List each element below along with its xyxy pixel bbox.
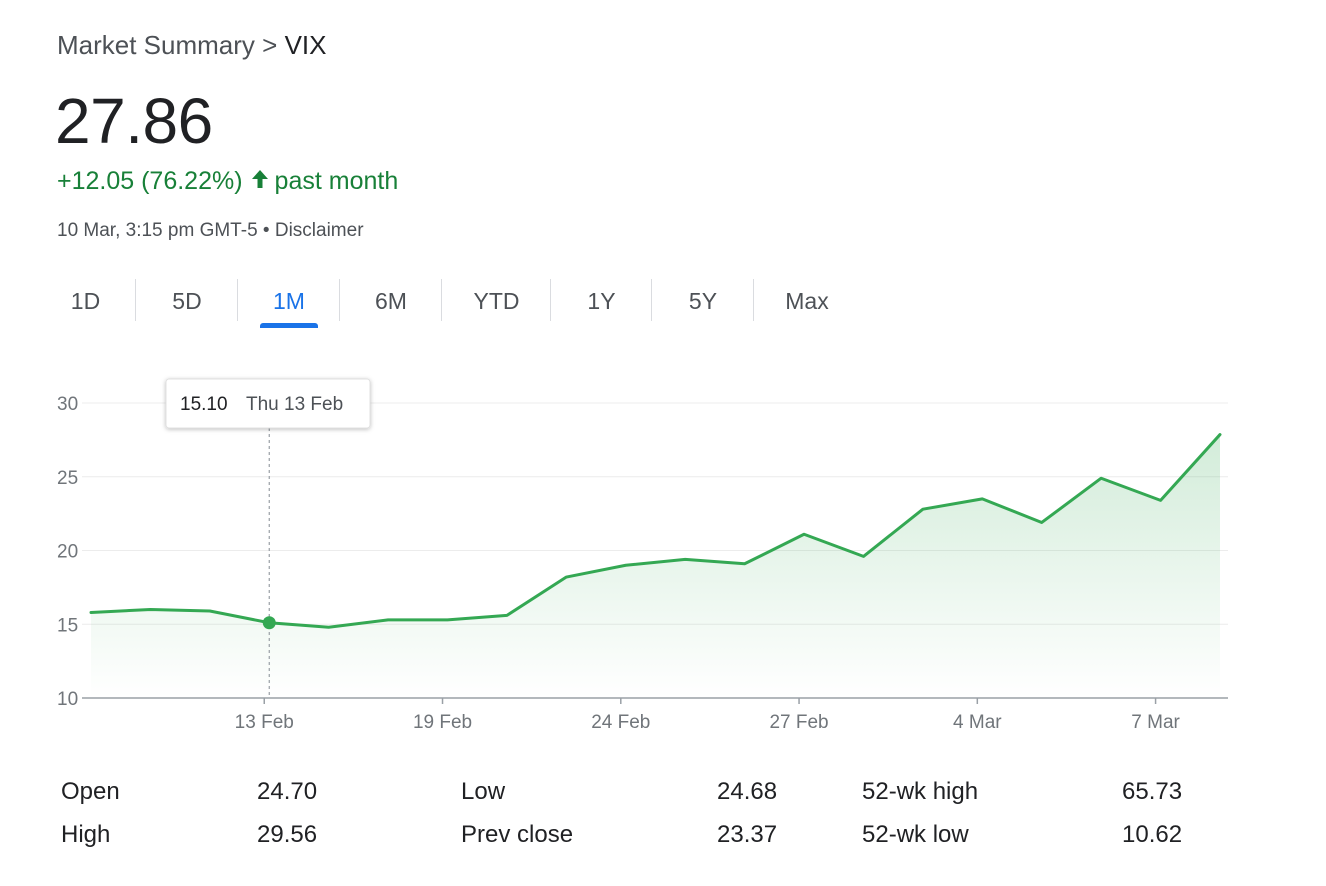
y-tick-label: 25	[57, 468, 78, 489]
stat-label-prev-close: Prev close	[461, 821, 574, 848]
area-fill	[91, 434, 1220, 698]
tab-1y[interactable]: 1Y	[551, 279, 652, 323]
stat-label-low: Low	[461, 778, 506, 805]
tooltip-value: 15.10	[180, 394, 228, 415]
breadcrumb-current: VIX	[284, 30, 327, 60]
chart-x-axis: 13 Feb 19 Feb 24 Feb 27 Feb 4 Mar 7 Mar	[82, 697, 1228, 733]
y-tick-label: 15	[57, 615, 78, 636]
stat-label-high: High	[61, 821, 111, 848]
breadcrumb-separator: >	[262, 30, 278, 60]
stat-value-52wk-low: 10.62	[1122, 821, 1183, 848]
x-tick-label: 24 Feb	[591, 712, 650, 733]
x-tick-label: 4 Mar	[953, 712, 1002, 733]
chart-area-fill	[91, 434, 1220, 698]
tab-1d[interactable]: 1D	[35, 279, 136, 323]
x-tick-label: 7 Mar	[1131, 712, 1180, 733]
stat-label-52wk-low: 52-wk low	[862, 821, 969, 848]
tab-5d[interactable]: 5D	[136, 279, 238, 323]
price-meta: 10 Mar, 3:15 pm GMT-5 • Disclaimer	[57, 220, 364, 242]
stats-row: High 29.56 Prev close 23.37 52-wk low 10…	[61, 821, 1191, 864]
tooltip-date: Thu 13 Feb	[246, 394, 343, 415]
tab-6m[interactable]: 6M	[340, 279, 442, 323]
tooltip-box	[165, 378, 371, 429]
y-tick-label: 10	[57, 689, 78, 710]
meta-separator: •	[262, 220, 270, 241]
timestamp: 10 Mar, 3:15 pm GMT-5	[57, 220, 258, 241]
highlight-point	[262, 616, 276, 630]
change-value: +12.05 (76.22%)	[57, 167, 243, 195]
arrow-up-icon	[251, 167, 269, 196]
stat-value-52wk-high: 65.73	[1122, 778, 1183, 805]
x-tick-label: 19 Feb	[413, 712, 472, 733]
tab-ytd[interactable]: YTD	[442, 279, 551, 323]
series-line	[89, 433, 1222, 629]
active-tab-indicator	[260, 323, 318, 328]
stat-label-52wk-high: 52-wk high	[862, 778, 979, 805]
tab-1m[interactable]: 1M	[238, 279, 340, 328]
change-period: past month	[274, 167, 399, 195]
stat-label-open: Open	[61, 778, 120, 805]
range-tabs: 1D 5D 1M 6M YTD 1Y 5Y Max	[35, 279, 860, 329]
tab-max[interactable]: Max	[785, 287, 829, 314]
stat-value-low: 24.68	[717, 778, 778, 805]
stats-row: Open 24.70 Low 24.68 52-wk high 65.73	[61, 778, 1191, 821]
stat-value-open: 24.70	[257, 778, 318, 805]
chart-series-line	[89, 433, 1222, 630]
disclaimer-link[interactable]: Disclaimer	[274, 220, 364, 241]
tab-5y[interactable]: 5Y	[652, 279, 754, 323]
price-chart[interactable]: 30 25 20 15 10 13 Feb 19 Feb 24 Feb 27 Feb 4 Mar…	[0, 350, 1326, 750]
y-tick-label: 20	[57, 542, 78, 563]
x-tick-label: 13 Feb	[235, 712, 294, 733]
stat-value-high: 29.56	[257, 821, 318, 848]
price-change: +12.05 (76.22%) past month	[57, 167, 398, 196]
y-tick-label: 30	[57, 394, 78, 415]
chart-tooltip: 15.10 Thu 13 Feb	[165, 378, 371, 429]
stat-value-prev-close: 23.37	[717, 821, 778, 848]
stats-table: Open 24.70 Low 24.68 52-wk high 65.73 Hi…	[61, 778, 1191, 864]
breadcrumb-parent-link[interactable]: Market Summary	[57, 30, 255, 60]
breadcrumb: Market Summary > VIX	[57, 30, 327, 61]
x-tick-label: 27 Feb	[769, 712, 828, 733]
current-price: 27.86	[55, 85, 213, 157]
